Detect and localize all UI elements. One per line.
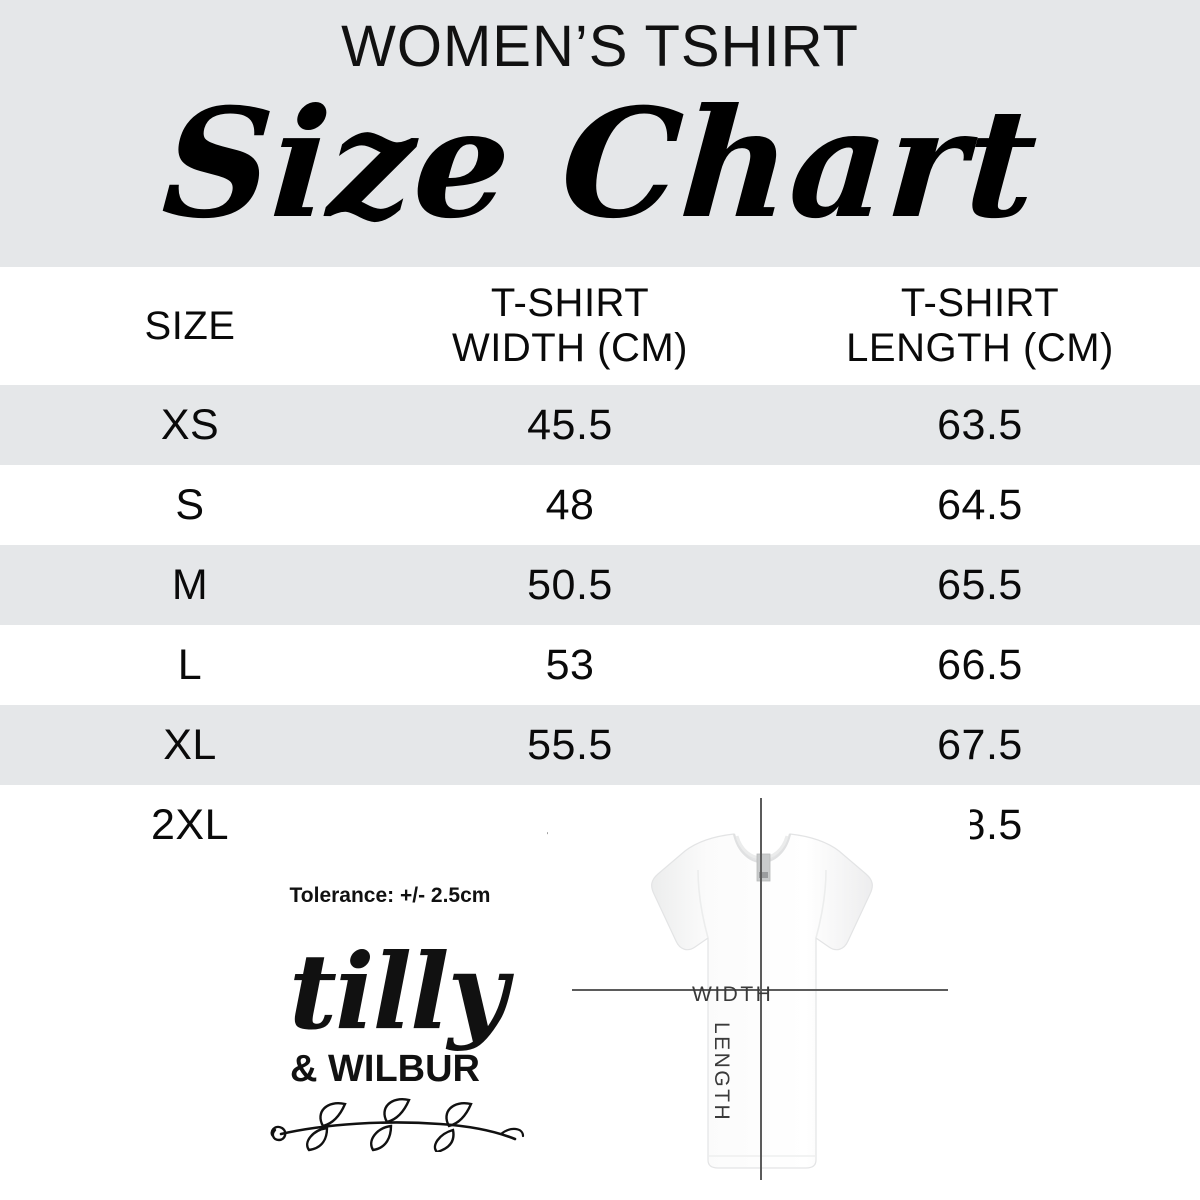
table-row: S 48 64.5 <box>0 465 1200 545</box>
table-row: L 53 66.5 <box>0 625 1200 705</box>
column-header-size: SIZE <box>144 303 236 348</box>
column-header-width-line1: T-SHIRT <box>490 281 650 326</box>
column-header-length: T-SHIRT LENGTH (CM) <box>760 281 1200 371</box>
tolerance-note: Tolerance: +/- 2.5cm <box>289 884 491 907</box>
column-header-width-line2: WIDTH (CM) <box>451 326 689 370</box>
cell-length: 64.5 <box>937 480 1023 529</box>
brand-name-script: tilly <box>289 930 508 1053</box>
tshirt-sleeve-seam-right <box>815 869 827 939</box>
header-banner <box>0 0 1200 267</box>
table-row: M 50.5 65.5 <box>0 545 1200 625</box>
column-header-length-line1: T-SHIRT <box>900 281 1060 326</box>
leaf-branch-icon <box>270 1098 525 1152</box>
table-row: XL 55.5 67.5 <box>0 705 1200 785</box>
column-header-width: T-SHIRT WIDTH (CM) <box>380 281 760 371</box>
cell-size: S <box>175 480 205 529</box>
page-subtitle: WOMEN’S TSHIRT <box>341 14 859 79</box>
cell-size: 2XL <box>150 800 229 849</box>
brand-name-secondary: & WILBUR <box>290 1048 480 1090</box>
table-header-row: SIZE T-SHIRT WIDTH (CM) T-SHIRT LENGTH (… <box>0 267 1200 385</box>
cell-size: XL <box>163 720 217 769</box>
cell-length: 65.5 <box>937 560 1023 609</box>
cell-width: 48 <box>545 480 595 529</box>
cell-width: 55.5 <box>527 720 613 769</box>
cell-length: 63.5 <box>937 400 1023 449</box>
cell-size: M <box>171 560 209 609</box>
width-label: WIDTH <box>692 983 774 1006</box>
cell-size: L <box>177 640 203 689</box>
tshirt-sleeve-seam-left <box>697 869 709 939</box>
page-title: Size Chart <box>157 76 1043 252</box>
cell-width: 53 <box>545 640 595 689</box>
table-row: XS 45.5 63.5 <box>0 385 1200 465</box>
size-table: SIZE T-SHIRT WIDTH (CM) T-SHIRT LENGTH (… <box>0 267 1200 865</box>
brand-logo: tilly & WILBUR <box>255 940 540 1155</box>
cell-size: XS <box>160 400 220 449</box>
tshirt-diagram <box>572 798 948 1180</box>
cell-width: 45.5 <box>527 400 613 449</box>
length-label: LENGTH <box>710 1022 733 1123</box>
cell-length: 66.5 <box>937 640 1023 689</box>
cell-width: 50.5 <box>527 560 613 609</box>
column-header-length-line2: LENGTH (CM) <box>846 326 1114 370</box>
cell-length: 67.5 <box>937 720 1023 769</box>
